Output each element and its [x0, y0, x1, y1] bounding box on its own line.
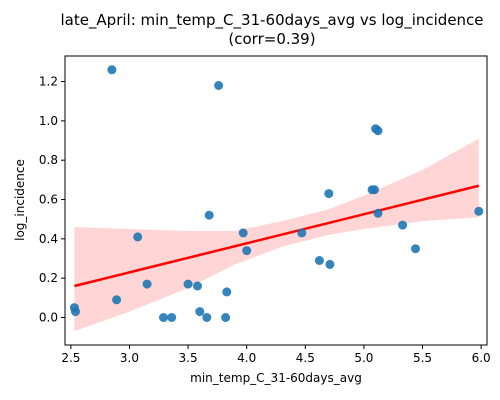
chart-title: late_April: min_temp_C_31-60days_avg vs …: [60, 11, 483, 30]
data-point: [202, 313, 212, 322]
data-point: [373, 126, 383, 136]
data-point: [370, 185, 379, 195]
data-point: [297, 228, 307, 238]
data-point: [195, 307, 205, 317]
y-tick-label: 1.0: [39, 114, 58, 128]
data-point: [204, 210, 214, 220]
x-axis-label: min_temp_C_31-60days_avg: [190, 371, 362, 385]
y-tick-label: 0.4: [39, 232, 58, 246]
data-point: [142, 279, 152, 289]
x-tick-label: 2.5: [61, 351, 80, 365]
x-tick-label: 5.5: [413, 351, 432, 365]
y-tick-label: 0.6: [39, 193, 58, 207]
data-point: [314, 256, 324, 265]
y-tick-label: 0.8: [39, 153, 58, 167]
y-tick-label: 0.2: [39, 271, 58, 285]
data-points-layer: [69, 65, 484, 322]
data-point: [474, 206, 484, 216]
regression-line: [74, 184, 480, 288]
x-tick-label: 5.0: [354, 351, 373, 365]
regression-line-layer: [74, 184, 480, 288]
x-tick-label: 4.0: [237, 351, 256, 365]
x-axis-ticks: 2.5 3.0 3.5 4.0 4.5 5.0 5.5 6.0: [61, 345, 491, 365]
data-point: [107, 65, 117, 75]
data-point: [71, 307, 80, 317]
data-point: [324, 189, 334, 199]
data-point: [398, 220, 408, 230]
x-tick-label: 3.5: [179, 351, 198, 365]
data-point: [325, 259, 335, 269]
data-point: [193, 281, 202, 291]
plot-frame: [64, 55, 488, 346]
data-point: [167, 313, 177, 322]
x-tick-label: 4.5: [296, 351, 315, 365]
y-axis-ticks: 0.0 0.2 0.4 0.6 0.8 1.0 1.2: [39, 75, 65, 324]
x-tick-label: 6.0: [472, 351, 491, 365]
y-tick-label: 1.2: [39, 75, 58, 89]
data-point: [222, 287, 232, 297]
data-point: [112, 295, 122, 305]
data-point: [238, 228, 248, 238]
data-point: [373, 208, 383, 218]
data-point: [183, 279, 193, 289]
data-point: [214, 81, 224, 90]
data-point: [221, 313, 231, 322]
data-point: [159, 313, 168, 322]
chart-subtitle: (corr=0.39): [228, 30, 315, 48]
data-point: [242, 246, 252, 256]
x-tick-label: 3.0: [120, 351, 139, 365]
data-point: [411, 244, 420, 254]
y-axis-label: log_incidence: [13, 159, 27, 241]
y-tick-label: 0.0: [39, 310, 58, 324]
data-point: [133, 232, 143, 242]
